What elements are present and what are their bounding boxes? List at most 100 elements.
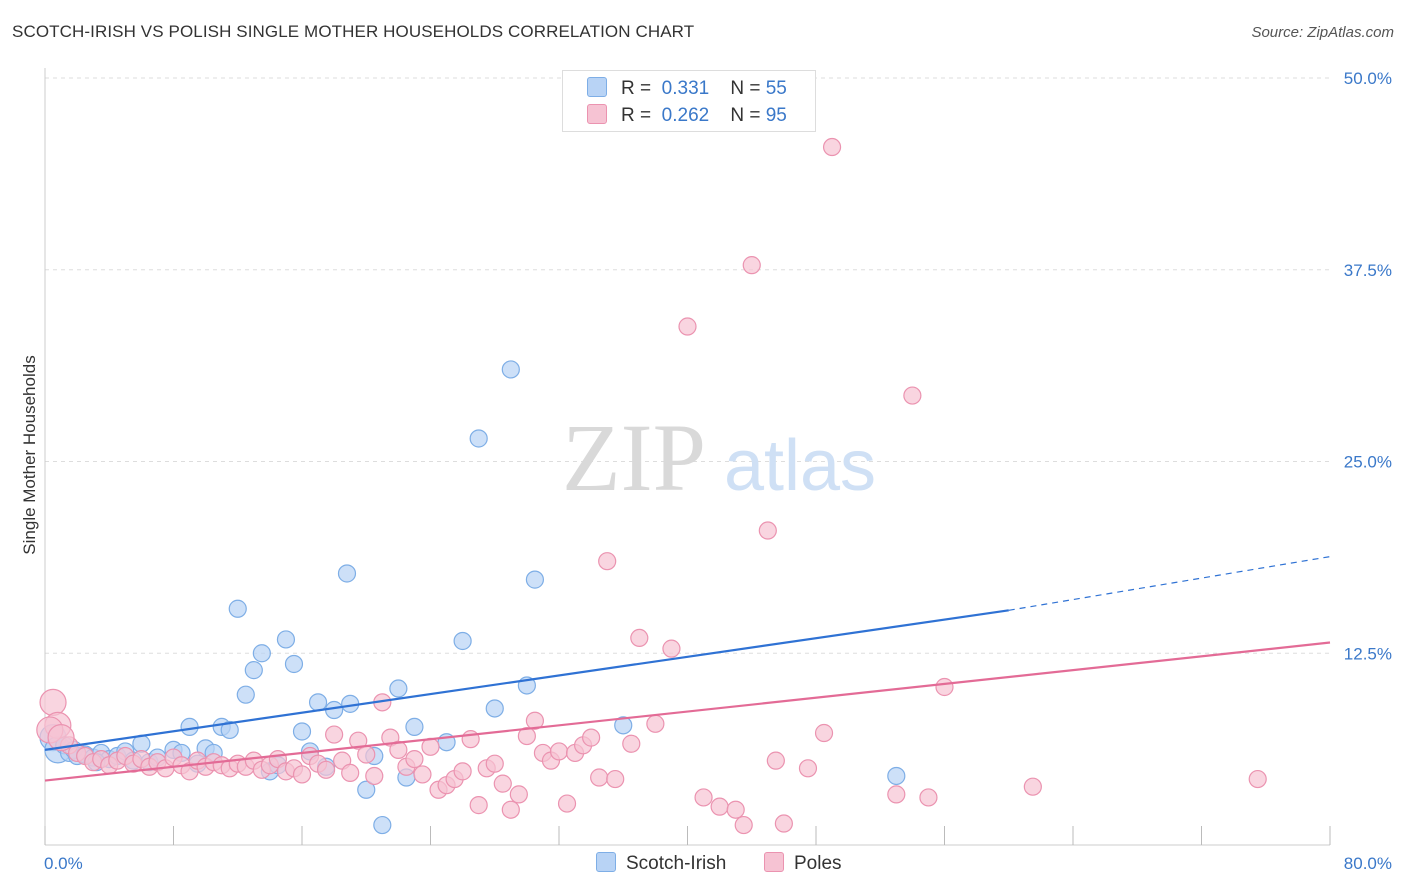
axis-layer (44, 68, 1331, 846)
poles-point (606, 769, 625, 789)
poles-point (316, 760, 336, 779)
poles-point (758, 521, 777, 540)
poles-point (887, 785, 906, 804)
poles-point (774, 814, 793, 833)
scotch-irish-point (325, 700, 344, 720)
poles-point (694, 788, 713, 807)
poles-point (349, 731, 368, 750)
x-tick-label: 80.0% (1344, 854, 1392, 873)
scotch-irish-point (337, 564, 357, 583)
legend-n-value: 55 (765, 78, 787, 99)
scotch-irish-point (252, 644, 271, 663)
scotch-irish-point (276, 630, 296, 649)
poles-point (413, 765, 432, 784)
poles-point (39, 688, 67, 716)
poles-point (726, 800, 745, 819)
scotch-irish-point (220, 720, 239, 740)
poles-point (919, 788, 938, 807)
scotch-irish-point (244, 661, 263, 680)
poles-point (557, 794, 577, 813)
grid-layer (45, 77, 1330, 654)
scotch-irish-point (236, 685, 255, 704)
poles-point (766, 751, 785, 770)
poles-point (630, 628, 649, 648)
poles-point (509, 785, 528, 804)
legend-n-label: N = (730, 78, 761, 99)
bottom-legend-label: Scotch-Irish (626, 853, 727, 874)
poles-point (501, 800, 520, 819)
bottom-legend-label: Poles (794, 853, 842, 874)
poles-point (469, 796, 488, 815)
bottom-legend-poles: Poles (764, 852, 842, 875)
scotch-irish-point (373, 815, 392, 835)
correlation-legend: R = 0.331 N = 55 R = 0.262 N = 95 (562, 70, 816, 132)
point-layer (36, 137, 1267, 835)
poles-point (389, 740, 408, 759)
scotch-irish-point (469, 429, 488, 448)
poles-point (814, 723, 834, 743)
bottom-legend-swatch-pink (764, 852, 784, 872)
watermark-atlas: atlas (724, 426, 876, 506)
scotch-irish-point (525, 570, 545, 589)
y-tick-label: 25.0% (1344, 453, 1392, 472)
poles-point (678, 317, 697, 336)
poles-point (525, 711, 545, 730)
poles-point (1248, 769, 1267, 789)
legend-swatch-pink (587, 104, 607, 124)
poles-point (549, 742, 569, 761)
scotch-irish-point (389, 679, 408, 698)
legend-n-value: 95 (765, 105, 787, 126)
legend-r-value: 0.331 (661, 78, 710, 99)
poles-point (405, 749, 424, 769)
y-axis-label: Single Mother Households (20, 355, 39, 555)
legend-r-value: 0.262 (661, 105, 710, 126)
scotch-irish-trend-line (44, 609, 1009, 751)
scotch-irish-point (180, 717, 199, 736)
poles-point (485, 754, 504, 773)
legend-r-label: R = (621, 105, 652, 126)
poles-point (590, 768, 609, 787)
poles-point (710, 797, 729, 816)
x-tick-label: 0.0% (44, 854, 83, 873)
watermark: ZIP atlas (562, 404, 876, 511)
scotch-irish-point (614, 716, 633, 735)
poles-point (453, 762, 472, 781)
poles-point (798, 759, 818, 778)
tick-labels: 12.5% 25.0% 37.5% 50.0% 0.0% 80.0% (44, 69, 1392, 873)
poles-point (493, 774, 512, 793)
bottom-legend-scotch-irish: Scotch-Irish (596, 852, 726, 875)
poles-point (341, 763, 360, 783)
legend-row-poles: R = 0.262 N = 95 (587, 104, 787, 128)
scotch-irish-point (501, 360, 520, 379)
poles-point (292, 765, 312, 784)
poles-point (517, 726, 536, 746)
poles-point (357, 745, 376, 764)
poles-point (47, 724, 75, 752)
poles-point (646, 714, 665, 733)
poles-point (742, 256, 761, 275)
poles-point (935, 677, 954, 697)
legend-row-scotch-irish: R = 0.331 N = 55 (587, 77, 787, 101)
watermark-zip: ZIP (562, 404, 706, 511)
y-tick-label: 37.5% (1344, 261, 1392, 280)
scotch-irish-point (357, 780, 376, 799)
scotch-irish-point (308, 693, 328, 712)
scotch-irish-point (485, 699, 504, 718)
y-tick-label: 12.5% (1344, 644, 1392, 663)
source-label: Source: ZipAtlas.com (1251, 24, 1394, 41)
poles-point (365, 766, 384, 786)
trend-layer (44, 556, 1331, 782)
legend-r-label: R = (621, 78, 652, 99)
scotch-irish-point (292, 722, 312, 741)
scotch-irish-trend-extension (1008, 556, 1331, 611)
poles-point (662, 639, 681, 658)
poles-point (822, 137, 842, 157)
scotch-irish-point (887, 766, 906, 786)
legend-n-label: N = (730, 105, 761, 126)
bottom-legend-swatch-blue (596, 852, 616, 872)
poles-point (598, 552, 617, 571)
scotch-irish-point (405, 717, 424, 736)
poles-point (1023, 777, 1042, 796)
scotch-irish-point (228, 599, 247, 618)
scotch-irish-point (284, 654, 304, 674)
